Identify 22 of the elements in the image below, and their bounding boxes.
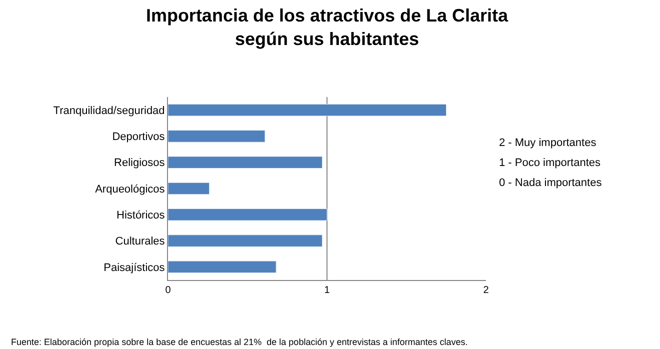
bar — [168, 234, 322, 247]
x-tick-label: 1 — [324, 285, 330, 296]
text: 0 - Nada importantes — [499, 177, 602, 189]
y-tick-label: Arqueológicos — [95, 183, 166, 196]
y-tick-label: Históricos — [116, 209, 166, 222]
y-tick-label: Paisajísticos — [104, 262, 166, 274]
x-tick-label: 0 — [165, 285, 172, 296]
y-tick-label: Deportivos — [112, 131, 166, 144]
bar — [168, 260, 276, 274]
bar — [168, 104, 446, 116]
y-tick-label: Culturales — [115, 236, 166, 248]
bar — [168, 130, 266, 142]
bar — [168, 208, 328, 221]
bar — [168, 156, 322, 168]
x-tick-label: 2 — [483, 285, 490, 296]
y-tick-label: Religiosos — [114, 157, 166, 170]
text: 1 - Poco importantes — [499, 157, 601, 169]
source-note: Fuente: Elaboración propia sobre la base de encuestas al 21% de la población y entrevistas a informantes claves. — [11, 337, 468, 347]
text: 2 - Muy importantes — [499, 137, 597, 149]
chart-title: Importancia de los atractivos de La Clarita según sus habitantes — [146, 6, 510, 49]
bar — [168, 182, 210, 195]
y-tick-label: Tranquilidad/seguridad — [53, 104, 165, 117]
